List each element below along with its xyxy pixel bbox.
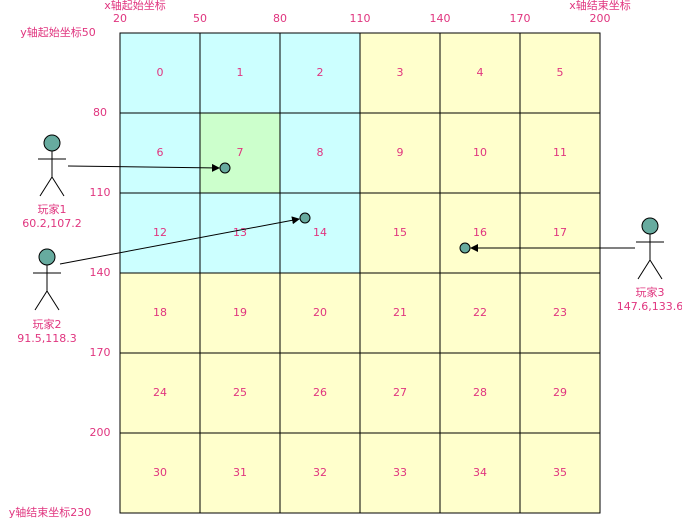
- cell: [199, 112, 281, 194]
- cell-label: 33: [393, 466, 407, 479]
- cell-label: 34: [473, 466, 487, 479]
- cell-label: 1: [237, 66, 244, 79]
- x-tick-label: 170: [510, 12, 531, 25]
- x-tick-label: 80: [273, 12, 287, 25]
- player-name: 玩家2: [33, 317, 62, 331]
- y-tick-label: 110: [90, 186, 111, 199]
- x-tick-label: 20: [113, 12, 127, 25]
- cell-label: 13: [233, 226, 247, 239]
- cell: [519, 192, 601, 274]
- y-tick-label: 170: [90, 346, 111, 359]
- player-coords: 60.2,107.2: [22, 217, 81, 230]
- cell-label: 26: [313, 386, 327, 399]
- cell-label: 24: [153, 386, 167, 399]
- cell-label: 19: [233, 306, 247, 319]
- cell-label: 17: [553, 226, 567, 239]
- cell-label: 10: [473, 146, 487, 159]
- cell-label: 29: [553, 386, 567, 399]
- cell: [119, 192, 201, 274]
- cell: [199, 32, 281, 114]
- cell: [119, 432, 201, 514]
- cell-label: 7: [237, 146, 244, 159]
- y-start-label: y轴起始坐标50: [20, 25, 96, 39]
- cell: [359, 352, 441, 434]
- cell: [519, 112, 601, 194]
- cell-label: 18: [153, 306, 167, 319]
- cell-label: 23: [553, 306, 567, 319]
- axis-labels: x轴起始坐标 x轴结束坐标 y轴起始坐标50 y轴结束坐标230 20 50 80 1…: [9, 0, 631, 519]
- cell-label: 14: [313, 226, 327, 239]
- cell: [359, 192, 441, 274]
- cell: [439, 352, 521, 434]
- cell-label: 16: [473, 226, 487, 239]
- cell-label: 25: [233, 386, 247, 399]
- cell: [359, 272, 441, 354]
- cell-label: 20: [313, 306, 327, 319]
- player-coords: 91.5,118.3: [17, 332, 76, 345]
- cell-label: 12: [153, 226, 167, 239]
- x-tick-label: 50: [193, 12, 207, 25]
- cell: [199, 272, 281, 354]
- cell: [199, 192, 281, 274]
- cell: [279, 352, 361, 434]
- x-tick-label: 200: [590, 12, 611, 25]
- cell: [119, 352, 201, 434]
- player-dot: [459, 242, 471, 254]
- cell: [279, 32, 361, 114]
- x-tick-label: 140: [430, 12, 451, 25]
- cell: [519, 272, 601, 354]
- cell-label: 28: [473, 386, 487, 399]
- arrow: [67, 163, 220, 172]
- cell-label: 11: [553, 146, 567, 159]
- cell-label: 15: [393, 226, 407, 239]
- cell-label: 9: [397, 146, 404, 159]
- cell: [439, 272, 521, 354]
- cell: [519, 32, 601, 114]
- cell-label: 35: [553, 466, 567, 479]
- y-tick-label: 80: [93, 106, 107, 119]
- cell-label: 8: [317, 146, 324, 159]
- cell: [519, 352, 601, 434]
- cell: [359, 112, 441, 194]
- cell-label: 4: [477, 66, 484, 79]
- player-dot: [219, 162, 231, 174]
- cell-label: 6: [157, 146, 164, 159]
- player-name: 玩家1: [38, 202, 67, 216]
- player-figure: [38, 134, 66, 197]
- cell: [359, 432, 441, 514]
- cell-label: 0: [157, 66, 164, 79]
- x-start-label: x轴起始坐标: [104, 0, 166, 12]
- player-name: 玩家3: [636, 285, 665, 299]
- cell-label: 3: [397, 66, 404, 79]
- cell-label: 22: [473, 306, 487, 319]
- y-tick-label: 140: [90, 266, 111, 279]
- cell-label: 21: [393, 306, 407, 319]
- player-coords: 147.6,133.6: [617, 300, 682, 313]
- player-figure: [33, 248, 61, 311]
- cell-label: 30: [153, 466, 167, 479]
- cell: [439, 32, 521, 114]
- cell-label: 5: [557, 66, 564, 79]
- cell-label: 31: [233, 466, 247, 479]
- cell-label: 32: [313, 466, 327, 479]
- cell: [119, 32, 201, 114]
- cell-label: 2: [317, 66, 324, 79]
- cell: [359, 32, 441, 114]
- cell-label: 27: [393, 386, 407, 399]
- player-dot: [299, 212, 311, 224]
- cell: [439, 192, 521, 274]
- arrow: [59, 216, 300, 265]
- y-tick-label: 200: [90, 426, 111, 439]
- y-end-label: y轴结束坐标230: [9, 505, 92, 519]
- player-figure: [636, 217, 664, 280]
- cell: [279, 272, 361, 354]
- cell: [519, 432, 601, 514]
- x-tick-label: 110: [350, 12, 371, 25]
- cell: [439, 432, 521, 514]
- x-end-label: x轴结束坐标: [569, 0, 631, 12]
- cell: [119, 272, 201, 354]
